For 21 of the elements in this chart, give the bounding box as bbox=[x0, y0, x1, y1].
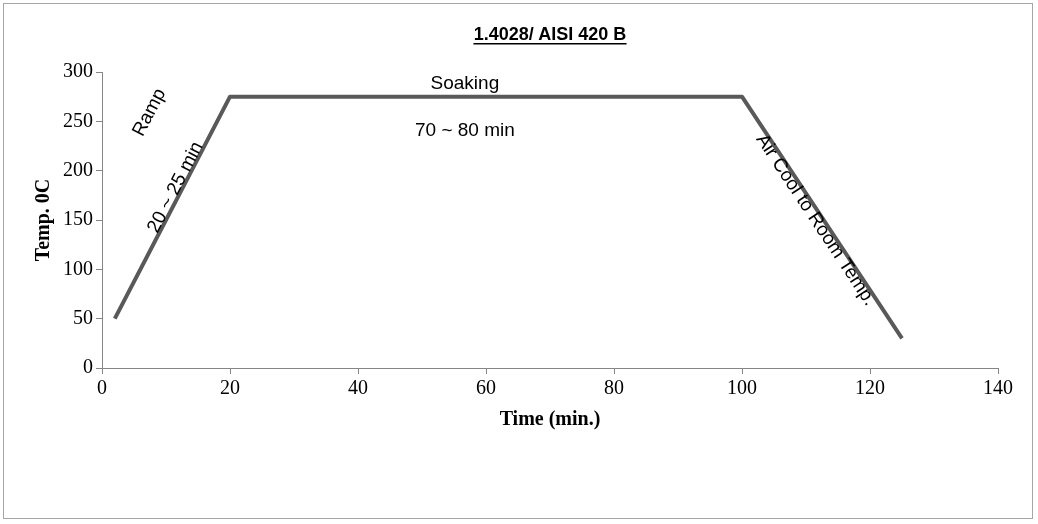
x-tick-label: 140 bbox=[983, 376, 1013, 399]
x-tick-label: 120 bbox=[855, 376, 885, 399]
y-tick-label: 0 bbox=[83, 355, 93, 378]
x-tick-label: 80 bbox=[604, 376, 624, 399]
annotation: 20 ~ 25 min bbox=[142, 137, 207, 236]
annotation: 70 ~ 80 min bbox=[414, 119, 515, 141]
annotation: Soaking bbox=[430, 72, 500, 94]
chart-title: 1.4028/ AISI 420 B bbox=[473, 24, 627, 44]
y-tick-label: 200 bbox=[63, 157, 93, 180]
y-tick-label: 250 bbox=[63, 108, 93, 131]
y-tick-label: 50 bbox=[73, 305, 93, 328]
y-axis-title: Temp. 0C bbox=[31, 178, 55, 262]
x-axis-title: Time (min.) bbox=[499, 407, 601, 431]
x-tick-label: 20 bbox=[220, 376, 240, 399]
y-tick-label: 300 bbox=[63, 59, 93, 82]
y-tick-label: 100 bbox=[63, 256, 93, 279]
x-tick-label: 0 bbox=[97, 376, 107, 399]
x-tick-label: 40 bbox=[348, 376, 368, 399]
x-tick-label: 100 bbox=[727, 376, 757, 399]
x-tick-label: 60 bbox=[476, 376, 496, 399]
y-tick-label: 150 bbox=[63, 207, 93, 230]
